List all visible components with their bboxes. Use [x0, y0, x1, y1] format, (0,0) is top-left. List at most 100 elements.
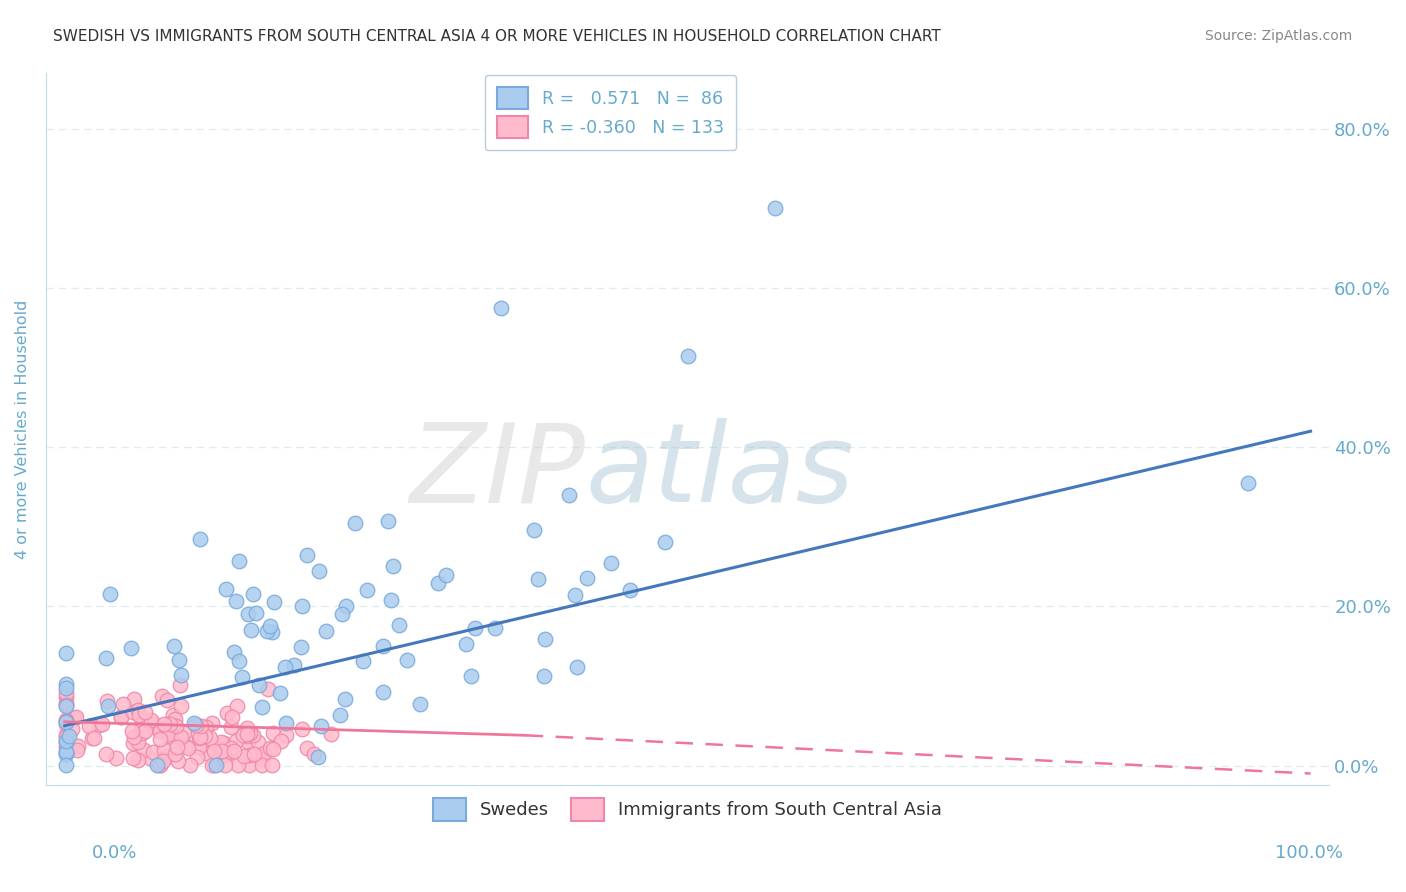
Point — [565, 660, 588, 674]
Point — [245, 606, 267, 620]
Point — [139, 751, 162, 765]
Point — [534, 632, 557, 647]
Point — [236, 607, 259, 621]
Point — [121, 751, 143, 765]
Point — [259, 741, 281, 756]
Point — [153, 716, 176, 731]
Point — [242, 728, 264, 742]
Point — [484, 621, 506, 635]
Point — [201, 715, 224, 730]
Point — [162, 639, 184, 653]
Point — [231, 670, 253, 684]
Point — [97, 699, 120, 714]
Point — [263, 595, 285, 609]
Point — [195, 720, 218, 734]
Point — [214, 757, 236, 772]
Point — [121, 736, 143, 750]
Point — [55, 681, 77, 695]
Point — [55, 757, 77, 772]
Point — [65, 710, 87, 724]
Point — [179, 757, 201, 772]
Point — [239, 726, 262, 740]
Point — [262, 757, 284, 772]
Point — [221, 710, 243, 724]
Point — [142, 745, 165, 759]
Point — [143, 716, 166, 731]
Point — [209, 742, 232, 756]
Point — [232, 728, 254, 742]
Point — [464, 620, 486, 634]
Point — [533, 669, 555, 683]
Point — [242, 747, 264, 761]
Point — [215, 706, 238, 721]
Point — [127, 753, 149, 767]
Point — [222, 743, 245, 757]
Point — [246, 735, 269, 749]
Point — [131, 725, 153, 739]
Point — [274, 728, 297, 742]
Point — [83, 731, 105, 746]
Point — [202, 744, 225, 758]
Point — [373, 639, 395, 653]
Point — [209, 735, 232, 749]
Point — [66, 739, 89, 754]
Point — [371, 684, 394, 698]
Point — [55, 714, 77, 728]
Point — [184, 718, 207, 732]
Point — [527, 572, 550, 586]
Y-axis label: 4 or more Vehicles in Household: 4 or more Vehicles in Household — [15, 300, 30, 559]
Point — [215, 582, 238, 596]
Point — [55, 745, 77, 759]
Point — [167, 731, 190, 745]
Point — [295, 740, 318, 755]
Point — [162, 707, 184, 722]
Point — [205, 757, 228, 772]
Point — [295, 548, 318, 562]
Point — [157, 727, 180, 741]
Point — [333, 691, 356, 706]
Point — [65, 743, 87, 757]
Point — [330, 607, 353, 621]
Point — [177, 740, 200, 755]
Point — [259, 619, 281, 633]
Point — [55, 747, 77, 761]
Point — [377, 515, 399, 529]
Point — [159, 717, 181, 731]
Point — [149, 723, 172, 738]
Text: 0.0%: 0.0% — [91, 844, 136, 862]
Text: ZIP: ZIP — [409, 418, 585, 525]
Point — [426, 576, 449, 591]
Point — [186, 750, 208, 764]
Point — [344, 516, 367, 531]
Point — [283, 657, 305, 672]
Point — [188, 532, 211, 546]
Point — [110, 710, 132, 724]
Point — [219, 740, 242, 755]
Point — [198, 731, 221, 746]
Point — [409, 697, 432, 711]
Point — [308, 564, 330, 578]
Point — [96, 651, 118, 665]
Point — [242, 587, 264, 601]
Point — [55, 690, 77, 705]
Point — [302, 747, 325, 761]
Point — [153, 743, 176, 757]
Point — [55, 745, 77, 759]
Point — [149, 731, 172, 746]
Point — [127, 703, 149, 717]
Legend: Swedes, Immigrants from South Central Asia: Swedes, Immigrants from South Central As… — [425, 789, 950, 830]
Point — [523, 523, 546, 537]
Text: 100.0%: 100.0% — [1275, 844, 1343, 862]
Point — [226, 699, 249, 714]
Point — [236, 735, 259, 749]
Point — [132, 743, 155, 757]
Text: SWEDISH VS IMMIGRANTS FROM SOUTH CENTRAL ASIA 4 OR MORE VEHICLES IN HOUSEHOLD CO: SWEDISH VS IMMIGRANTS FROM SOUTH CENTRAL… — [53, 29, 941, 44]
Point — [139, 714, 162, 728]
Point — [576, 571, 599, 585]
Point — [163, 747, 186, 762]
Point — [460, 669, 482, 683]
Point — [55, 699, 77, 714]
Point — [91, 716, 114, 731]
Point — [233, 748, 256, 763]
Point — [194, 729, 217, 743]
